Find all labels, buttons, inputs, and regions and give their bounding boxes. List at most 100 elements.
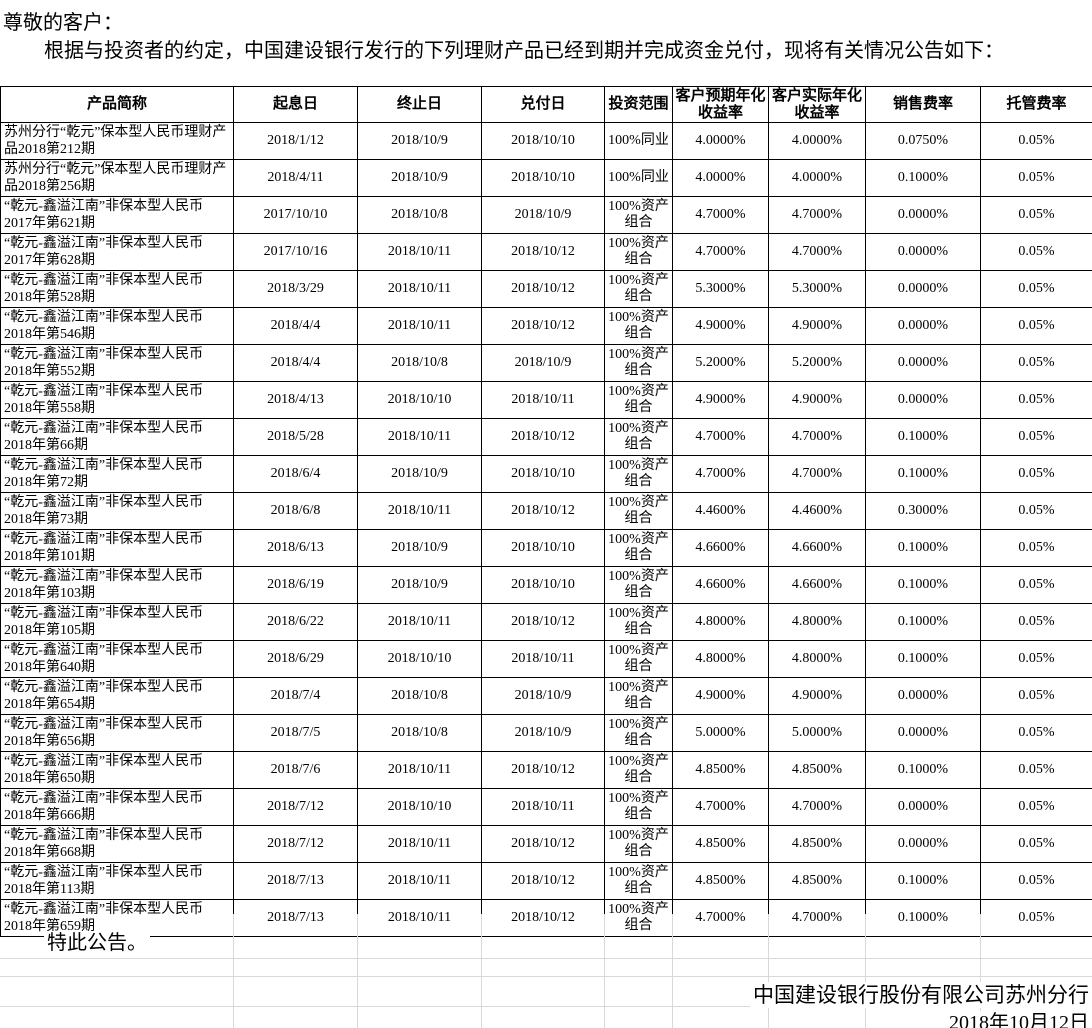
cell-payment-date: 2018/10/12 [481, 418, 605, 456]
cell-scope: 100%资产组合 [604, 270, 673, 308]
cell-custody-fee: 0.05% [980, 196, 1092, 234]
cell-payment-date: 2018/10/12 [481, 307, 605, 345]
cell-custody-fee: 0.05% [980, 233, 1092, 271]
cell-expected-rate: 5.3000% [672, 270, 769, 308]
cell-sales-fee: 0.0000% [865, 677, 981, 715]
table-row: “乾元-鑫溢江南”非保本型人民币2018年第552期 2018/4/4 2018/1… [0, 344, 1092, 382]
cell-expected-rate: 4.8000% [672, 640, 769, 678]
cell-custody-fee: 0.05% [980, 529, 1092, 567]
table-row: “乾元-鑫溢江南”非保本型人民币2017年第628期 2017/10/16 2018… [0, 233, 1092, 271]
col-header-expected-rate: 客户预期年化收益率 [672, 86, 769, 123]
cell-actual-rate: 4.7000% [768, 418, 866, 456]
table-row: “乾元-鑫溢江南”非保本型人民币2018年第659期 2018/7/13 2018/… [0, 899, 1092, 937]
cell-custody-fee: 0.05% [980, 455, 1092, 493]
cell-start-date: 2018/6/4 [233, 455, 358, 493]
cell-product: “乾元-鑫溢江南”非保本型人民币2018年第668期 [0, 825, 234, 863]
cell-payment-date: 2018/10/12 [481, 233, 605, 271]
cell-payment-date: 2018/10/10 [481, 455, 605, 493]
cell-custody-fee: 0.05% [980, 307, 1092, 345]
cell-start-date: 2018/7/13 [233, 862, 358, 900]
cell-start-date: 2018/4/13 [233, 381, 358, 419]
col-header-actual-rate: 客户实际年化收益率 [768, 86, 866, 123]
cell-payment-date: 2018/10/12 [481, 492, 605, 530]
cell-actual-rate: 4.8500% [768, 825, 866, 863]
table-row: “乾元-鑫溢江南”非保本型人民币2018年第101期 2018/6/13 2018/… [0, 529, 1092, 567]
cell-payment-date: 2018/10/12 [481, 862, 605, 900]
cell-end-date: 2018/10/10 [357, 640, 482, 678]
cell-custody-fee: 0.05% [980, 825, 1092, 863]
cell-start-date: 2018/7/12 [233, 788, 358, 826]
cell-actual-rate: 5.0000% [768, 714, 866, 752]
cell-custody-fee: 0.05% [980, 788, 1092, 826]
cell-sales-fee: 0.0750% [865, 122, 981, 160]
cell-end-date: 2018/10/11 [357, 418, 482, 456]
cell-product: 苏州分行“乾元”保本型人民币理财产品2018第212期 [0, 122, 234, 160]
cell-expected-rate: 4.7000% [672, 233, 769, 271]
cell-start-date: 2018/3/29 [233, 270, 358, 308]
cell-scope: 100%资产组合 [604, 529, 673, 567]
col-header-product: 产品简称 [0, 86, 234, 123]
cell-actual-rate: 4.9000% [768, 307, 866, 345]
table-row: “乾元-鑫溢江南”非保本型人民币2018年第656期 2018/7/5 2018/1… [0, 714, 1092, 752]
cell-product: “乾元-鑫溢江南”非保本型人民币2018年第66期 [0, 418, 234, 456]
cell-expected-rate: 4.9000% [672, 307, 769, 345]
cell-scope: 100%资产组合 [604, 640, 673, 678]
gridline [0, 958, 1092, 959]
cell-expected-rate: 4.9000% [672, 381, 769, 419]
cell-payment-date: 2018/10/10 [481, 159, 605, 197]
cell-custody-fee: 0.05% [980, 492, 1092, 530]
table-row: “乾元-鑫溢江南”非保本型人民币2018年第650期 2018/7/6 2018/1… [0, 751, 1092, 789]
cell-end-date: 2018/10/11 [357, 307, 482, 345]
cell-end-date: 2018/10/11 [357, 751, 482, 789]
cell-scope: 100%资产组合 [604, 381, 673, 419]
cell-actual-rate: 4.0000% [768, 122, 866, 160]
cell-start-date: 2018/7/4 [233, 677, 358, 715]
table-row: “乾元-鑫溢江南”非保本型人民币2018年第66期 2018/5/28 2018/1… [0, 418, 1092, 456]
cell-scope: 100%资产组合 [604, 825, 673, 863]
cell-actual-rate: 4.9000% [768, 381, 866, 419]
cell-custody-fee: 0.05% [980, 418, 1092, 456]
cell-product: “乾元-鑫溢江南”非保本型人民币2018年第640期 [0, 640, 234, 678]
cell-payment-date: 2018/10/10 [481, 529, 605, 567]
cell-expected-rate: 4.8500% [672, 751, 769, 789]
cell-payment-date: 2018/10/9 [481, 677, 605, 715]
cell-custody-fee: 0.05% [980, 603, 1092, 641]
cell-end-date: 2018/10/8 [357, 714, 482, 752]
closing-text: 特此公告。 [44, 931, 150, 955]
table-row: “乾元-鑫溢江南”非保本型人民币2018年第640期 2018/6/29 2018/… [0, 640, 1092, 678]
col-header-start-date: 起息日 [233, 86, 358, 123]
announcement-date: 2018年10月12日 [946, 1006, 1092, 1028]
cell-expected-rate: 4.8500% [672, 825, 769, 863]
cell-custody-fee: 0.05% [980, 122, 1092, 160]
cell-product: “乾元-鑫溢江南”非保本型人民币2018年第558期 [0, 381, 234, 419]
cell-product: 苏州分行“乾元”保本型人民币理财产品2018第256期 [0, 159, 234, 197]
col-header-end-date: 终止日 [357, 86, 482, 123]
cell-scope: 100%资产组合 [604, 307, 673, 345]
cell-end-date: 2018/10/10 [357, 788, 482, 826]
cell-end-date: 2018/10/11 [357, 825, 482, 863]
cell-start-date: 2018/4/4 [233, 344, 358, 382]
cell-product: “乾元-鑫溢江南”非保本型人民币2018年第656期 [0, 714, 234, 752]
table-row: “乾元-鑫溢江南”非保本型人民币2017年第621期 2017/10/10 2018… [0, 196, 1092, 234]
table-row: “乾元-鑫溢江南”非保本型人民币2018年第105期 2018/6/22 2018/… [0, 603, 1092, 641]
cell-expected-rate: 4.7000% [672, 899, 769, 937]
cell-actual-rate: 4.7000% [768, 788, 866, 826]
cell-sales-fee: 0.0000% [865, 233, 981, 271]
cell-scope: 100%资产组合 [604, 603, 673, 641]
salutation: 尊敬的客户： [3, 12, 123, 34]
cell-scope: 100%资产组合 [604, 566, 673, 604]
cell-start-date: 2018/7/6 [233, 751, 358, 789]
cell-end-date: 2018/10/11 [357, 603, 482, 641]
cell-expected-rate: 4.6600% [672, 529, 769, 567]
cell-start-date: 2018/6/29 [233, 640, 358, 678]
cell-payment-date: 2018/10/12 [481, 751, 605, 789]
cell-sales-fee: 0.1000% [865, 640, 981, 678]
table-row: “乾元-鑫溢江南”非保本型人民币2018年第654期 2018/7/4 2018/1… [0, 677, 1092, 715]
cell-expected-rate: 4.0000% [672, 159, 769, 197]
cell-product: “乾元-鑫溢江南”非保本型人民币2017年第628期 [0, 233, 234, 271]
cell-start-date: 2017/10/16 [233, 233, 358, 271]
table-row: “乾元-鑫溢江南”非保本型人民币2018年第546期 2018/4/4 2018/1… [0, 307, 1092, 345]
cell-product: “乾元-鑫溢江南”非保本型人民币2018年第72期 [0, 455, 234, 493]
cell-scope: 100%同业 [604, 122, 673, 160]
